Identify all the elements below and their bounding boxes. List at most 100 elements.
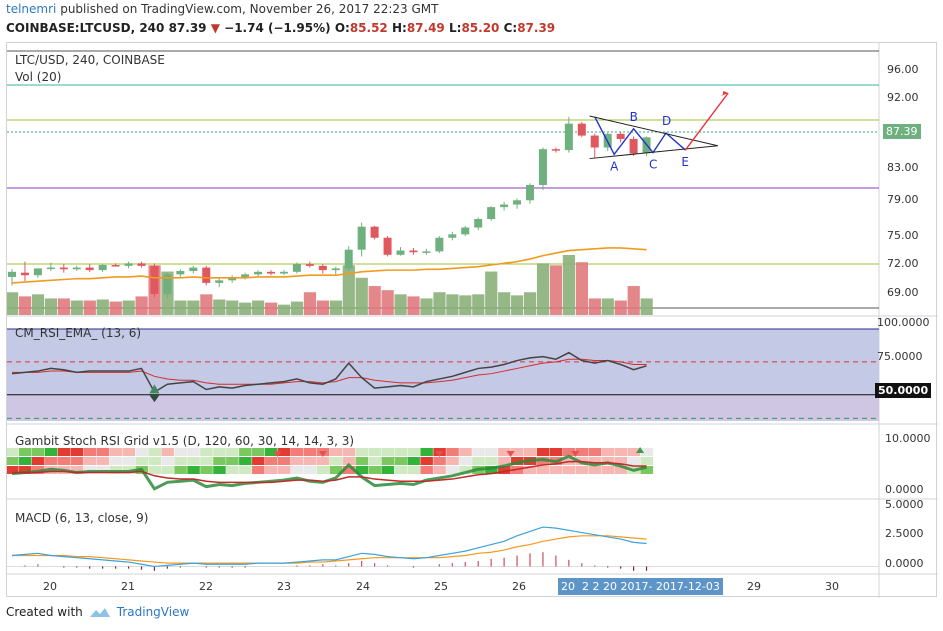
stoch-grid-cell — [355, 448, 369, 456]
stoch-grid-cell — [57, 448, 71, 456]
stoch-grid-cell — [213, 466, 226, 474]
stoch-grid-cell — [303, 448, 317, 456]
stoch-grid-cell — [303, 457, 317, 465]
published-text: published on TradingView.com, November 2… — [60, 2, 439, 16]
stoch-grid-cell — [381, 466, 395, 474]
time-range-highlight: 20 2 2 20 2017- 2017-12-03 — [558, 578, 723, 595]
x-tick-25: 25 — [434, 580, 448, 593]
volume-bar — [122, 300, 135, 315]
volume-bar — [614, 300, 627, 315]
publish-line: telnemri published on TradingView.com, N… — [6, 2, 439, 16]
stoch-grid-cell — [7, 457, 19, 465]
last-price: 87.39 — [168, 21, 207, 35]
stoch-grid-cell — [96, 448, 110, 456]
pattern-label: E — [681, 155, 689, 169]
volume-bar — [239, 302, 252, 315]
stoch-grid-cell — [381, 448, 395, 456]
h-label: H: — [391, 21, 407, 35]
stoch-grid-cell — [239, 457, 252, 465]
volume-title: Vol (20) — [15, 70, 62, 84]
stoch-grid-cell — [161, 457, 174, 465]
x-tick-22: 22 — [199, 580, 213, 593]
volume-bar — [316, 300, 329, 315]
candle-body — [8, 271, 16, 277]
rsi-line — [11, 351, 647, 394]
stoch-grid-cell — [148, 448, 161, 456]
candle-body — [526, 184, 534, 201]
stoch-grid-cell — [316, 457, 330, 465]
stoch-grid-cell — [252, 448, 265, 456]
volume-bar — [549, 265, 563, 315]
stoch-grid-cell — [277, 448, 291, 456]
created-with-label: Created with — [6, 605, 83, 619]
stoch-tick-0: 0.0000 — [885, 483, 924, 496]
chart-area[interactable]: A B C D E LTC/USD, 240, COINBASE Vol (20) CM… — [6, 42, 938, 598]
stoch-grid-cell — [83, 457, 97, 465]
volume-bar — [381, 290, 394, 315]
volume-bar — [485, 271, 498, 315]
candle-body — [85, 267, 94, 271]
volume-bar — [31, 294, 45, 315]
tradingview-brand-link[interactable]: TradingView — [116, 605, 190, 619]
stoch-grid-cell — [303, 466, 317, 474]
author-link[interactable]: telnemri — [6, 2, 57, 16]
stoch-grid-cell — [368, 466, 382, 474]
x-tick-20: 20 — [43, 580, 57, 593]
stoch-grid-cell — [601, 448, 615, 456]
y-tick-96: 96.00 — [887, 63, 919, 76]
stoch-grid-cell — [407, 448, 420, 456]
stoch-grid-cell — [57, 457, 71, 465]
pattern-label: C — [649, 158, 657, 172]
volume-bar — [640, 298, 653, 315]
candle-body — [422, 251, 431, 253]
stoch-grid-cell — [614, 466, 628, 474]
pattern-zigzag — [594, 116, 686, 156]
y-tick-79: 79.00 — [887, 193, 919, 206]
stoch-grid-cell — [433, 466, 446, 474]
stoch-d-line — [12, 460, 647, 484]
stoch-grid-cell — [83, 448, 97, 456]
volume-bar — [187, 300, 200, 315]
stoch-grid-cell — [342, 457, 356, 465]
rsi-tick-75: 75.0000 — [877, 350, 923, 363]
candle-body — [72, 267, 81, 270]
stoch-grid-cell — [174, 466, 187, 474]
stoch-grid-cell — [459, 448, 472, 456]
symbol-line: COINBASE:LTCUSD, 240 87.39 ▼ −1.74 (−1.9… — [6, 21, 555, 35]
candle-body — [33, 268, 42, 276]
macd-tick-2.5: 2.5000 — [885, 527, 924, 540]
footer: Created with TradingView — [6, 605, 189, 619]
stoch-grid-cell — [239, 448, 252, 456]
stoch-grid-cell — [446, 457, 459, 465]
candle-body — [564, 123, 573, 151]
stoch-grid-cell — [316, 466, 330, 474]
macd-signal-line — [12, 535, 647, 564]
stoch-grid-cell — [31, 448, 45, 456]
stoch-grid-cell — [290, 457, 304, 465]
rsi-signal-marker — [149, 395, 160, 403]
volume-bar — [290, 301, 304, 315]
stoch-grid-cell — [342, 448, 356, 456]
stoch-grid-cell — [31, 457, 45, 465]
pattern-label: D — [662, 114, 671, 128]
chart-svg[interactable]: A B C D E — [7, 43, 938, 598]
y-tick-92: 92.00 — [887, 91, 919, 104]
volume-bar — [536, 263, 550, 315]
volume-bar — [109, 301, 122, 315]
stoch-grid-cell — [355, 457, 369, 465]
candle-body — [396, 250, 405, 255]
candle-body — [551, 149, 560, 151]
macd-line — [11, 526, 647, 568]
stoch-grid-cell — [226, 457, 239, 465]
stoch-grid-cell — [614, 448, 628, 456]
open-value: 85.52 — [349, 21, 388, 35]
breakout-arrow — [684, 92, 729, 151]
candle-body — [137, 263, 146, 266]
candle-body — [98, 265, 107, 271]
stoch-grid-cell — [18, 448, 32, 456]
volume-bar — [420, 298, 433, 315]
stoch-grid-cell — [265, 448, 278, 456]
stoch-grid-cell — [601, 466, 615, 474]
candle-body — [292, 264, 301, 272]
stoch-grid-cell — [187, 457, 200, 465]
